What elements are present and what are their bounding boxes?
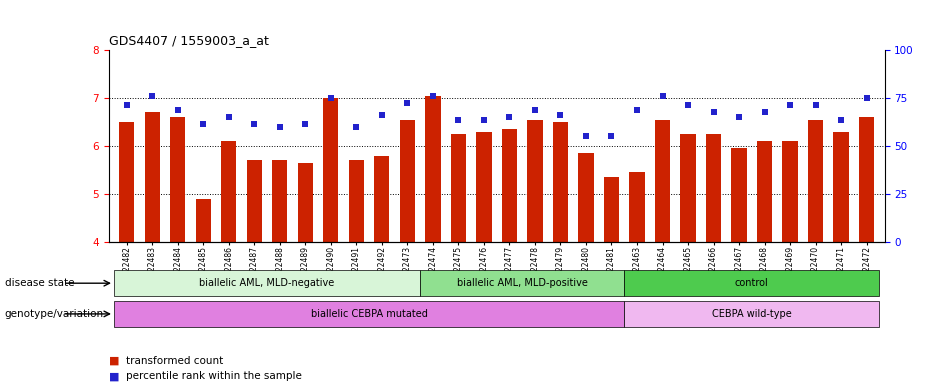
Text: ■: ■ (109, 356, 119, 366)
Point (629, 107, 644, 113)
Bar (324, 98, 339, 242)
Bar (757, 141, 772, 242)
Text: biallelic CEBPA mutated: biallelic CEBPA mutated (310, 309, 428, 319)
Bar (833, 132, 849, 242)
Bar (425, 96, 441, 242)
Point (298, 121, 313, 127)
Point (324, 95, 339, 101)
Bar (624, 270, 880, 296)
Point (349, 124, 364, 130)
Point (552, 112, 568, 118)
Bar (450, 134, 466, 242)
Point (400, 100, 415, 106)
Bar (731, 148, 746, 242)
Point (221, 114, 236, 120)
Point (145, 93, 160, 99)
Text: biallelic AML, MLD-positive: biallelic AML, MLD-positive (457, 278, 587, 288)
Point (859, 95, 874, 101)
Bar (782, 141, 797, 242)
Point (477, 116, 492, 122)
Bar (706, 134, 721, 242)
Point (833, 116, 849, 122)
Bar (604, 177, 619, 242)
Bar (680, 134, 695, 242)
Bar (349, 161, 364, 242)
Bar (501, 129, 517, 242)
Point (247, 121, 262, 127)
Text: CEBPA wild-type: CEBPA wild-type (712, 309, 792, 319)
Text: genotype/variation: genotype/variation (5, 309, 104, 319)
Point (604, 133, 619, 139)
Text: percentile rank within the sample: percentile rank within the sample (126, 371, 302, 381)
Point (757, 109, 772, 116)
Point (808, 102, 823, 108)
Bar (399, 119, 415, 242)
Point (782, 102, 797, 108)
Bar (859, 117, 874, 242)
Point (426, 93, 441, 99)
Bar (247, 161, 262, 242)
Point (375, 112, 390, 118)
Bar (420, 270, 624, 296)
Bar (655, 119, 670, 242)
Text: GDS4407 / 1559003_a_at: GDS4407 / 1559003_a_at (109, 34, 269, 47)
Point (731, 114, 746, 120)
Bar (119, 122, 134, 242)
Bar (629, 172, 644, 242)
Bar (476, 132, 492, 242)
Point (706, 109, 721, 116)
Point (196, 121, 211, 127)
Point (655, 93, 670, 99)
Bar (527, 119, 543, 242)
Point (527, 107, 542, 113)
Text: biallelic AML, MLD-negative: biallelic AML, MLD-negative (200, 278, 335, 288)
Point (119, 102, 134, 108)
Text: control: control (735, 278, 769, 288)
Bar (552, 122, 569, 242)
Point (578, 133, 593, 139)
Text: ■: ■ (109, 371, 119, 381)
Point (501, 114, 517, 120)
Bar (145, 113, 160, 242)
Bar (114, 270, 420, 296)
Text: disease state: disease state (5, 278, 74, 288)
Bar (170, 117, 185, 242)
Bar (808, 119, 823, 242)
Point (680, 102, 695, 108)
Bar (624, 301, 880, 327)
Bar (272, 161, 288, 242)
Text: transformed count: transformed count (126, 356, 223, 366)
Point (272, 124, 288, 130)
Bar (375, 156, 390, 242)
Bar (114, 301, 624, 327)
Bar (196, 199, 211, 242)
Point (170, 107, 185, 113)
Bar (221, 141, 236, 242)
Bar (578, 153, 594, 242)
Point (451, 116, 466, 122)
Bar (298, 163, 313, 242)
